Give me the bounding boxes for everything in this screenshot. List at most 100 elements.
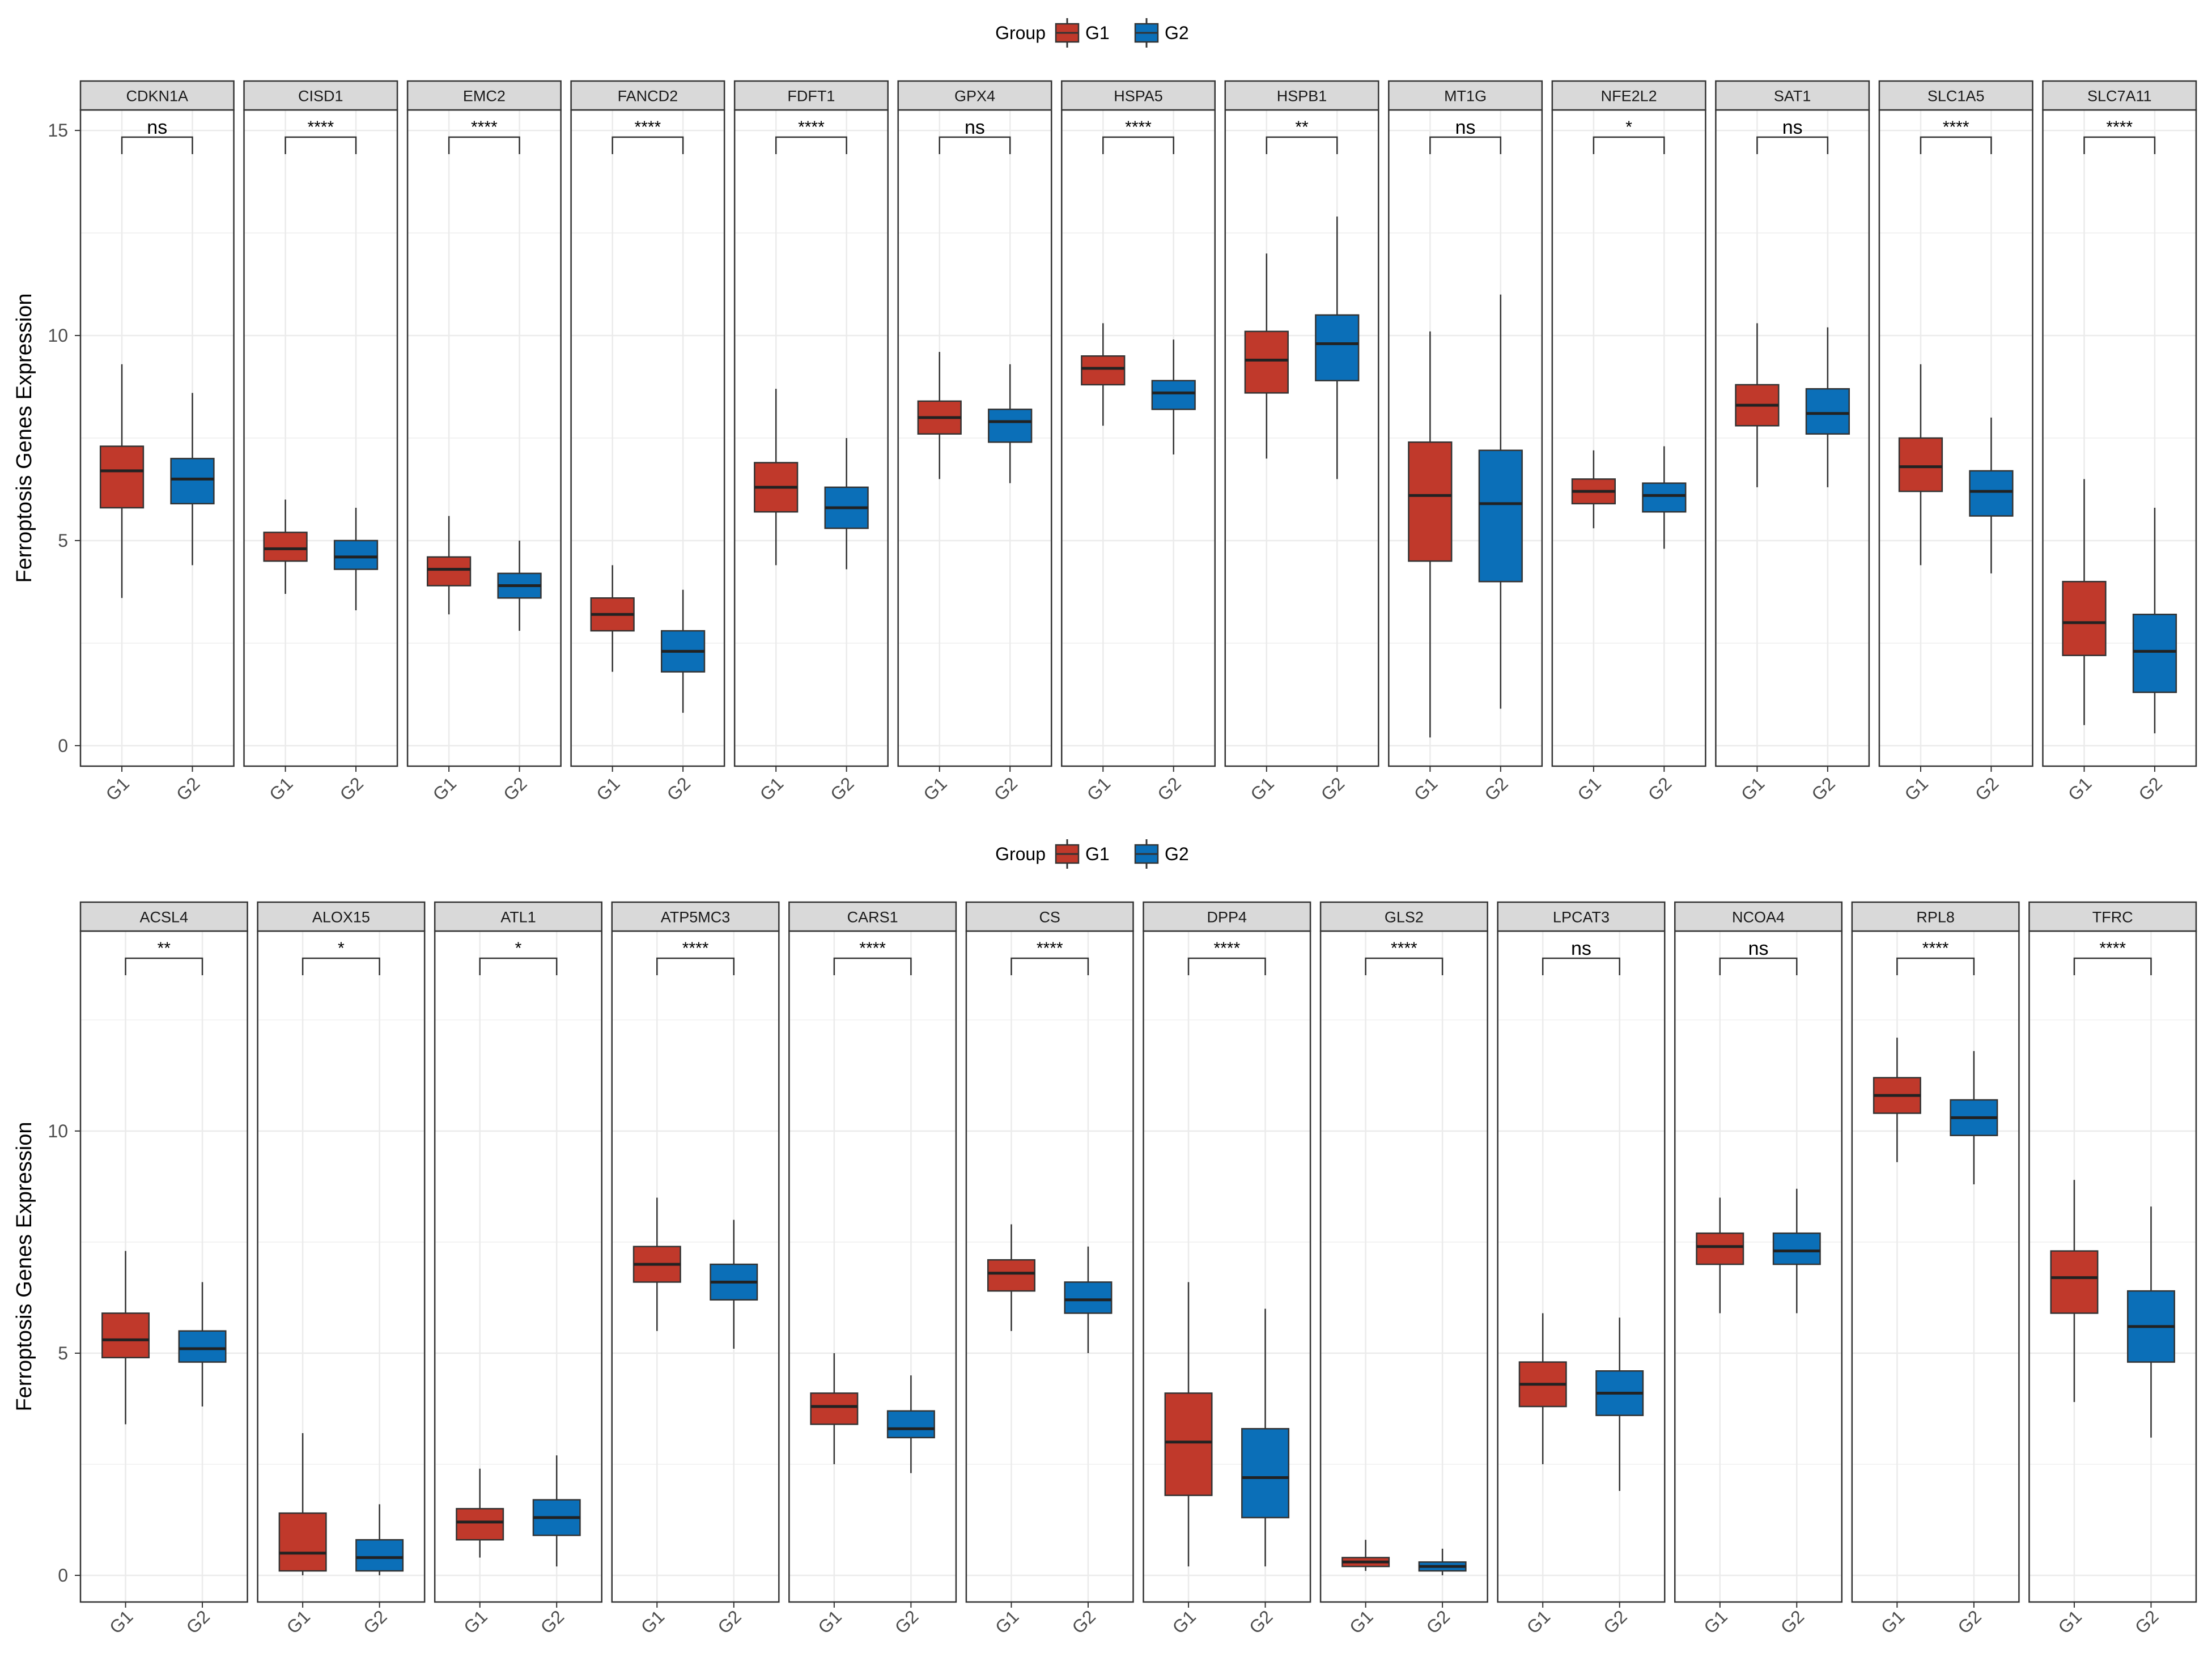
panel-background: [80, 931, 248, 1602]
x-tick-label: G2: [1777, 1606, 1808, 1638]
significance-label: *: [1625, 118, 1632, 137]
strip-label: FANCD2: [618, 88, 678, 105]
x-tick-label: G2: [1644, 773, 1676, 805]
box-g2: [333, 539, 379, 570]
panel-cs: **** CS G1 G2: [965, 901, 1134, 1638]
y-axis-label: Ferroptosis Genes Expression: [12, 293, 36, 583]
significance-bracket: ****: [656, 939, 735, 975]
strip-label: CARS1: [847, 909, 898, 926]
box-g1: [278, 1512, 327, 1572]
x-tick-label: G1: [1523, 1606, 1555, 1638]
significance-bracket: ****: [2083, 118, 2156, 154]
box-g2: [1151, 380, 1196, 410]
legend-label-g1: G1: [1085, 844, 1110, 864]
x-tick-label: G2: [663, 773, 695, 805]
panel-nfe2l2: * NFE2L2 G1 G2: [1551, 80, 1706, 805]
bracket-line: [1593, 136, 1665, 154]
box-g2: [1969, 470, 2014, 517]
x-tick-label: G2: [2134, 773, 2166, 805]
strip-label: GPX4: [954, 88, 995, 105]
strip-label: ACSL4: [140, 909, 189, 926]
strip-background: [1319, 901, 1488, 932]
bracket-line: [656, 957, 735, 975]
bracket-line: [2073, 957, 2152, 975]
significance-bracket: ****: [1896, 939, 1975, 975]
panel-cisd1: **** CISD1 G1 G2: [243, 80, 398, 805]
box-g1: [1164, 1392, 1213, 1497]
bracket-line: [302, 957, 380, 975]
x-tick-label: G1: [1083, 773, 1115, 805]
x-tick-label: G2: [1807, 773, 1839, 805]
legend-label-g2: G2: [1165, 23, 1189, 43]
strip-background: [1851, 901, 2020, 932]
significance-label: ****: [1943, 118, 1969, 137]
significance-bracket: **: [125, 939, 203, 975]
significance-bracket: *: [302, 939, 380, 975]
x-tick-label: G1: [1345, 1606, 1377, 1638]
x-tick-label: G2: [336, 773, 367, 805]
x-tick-label: G2: [1153, 773, 1185, 805]
bracket-line: [448, 136, 520, 154]
significance-bracket: *: [1593, 118, 1665, 154]
significance-bracket: ns: [1542, 938, 1620, 975]
strip-label: HSPA5: [1114, 88, 1163, 105]
bracket-line: [2083, 136, 2156, 154]
strip-background: [1060, 80, 1216, 111]
significance-label: ****: [1037, 939, 1063, 958]
legend-title: Group: [995, 844, 1046, 864]
box-g1: [1898, 437, 1943, 492]
strip-label: TFRC: [2092, 909, 2133, 926]
legend-title: Group: [995, 23, 1046, 43]
significance-bracket: ****: [1920, 118, 1992, 154]
panel-slc1a5: **** SLC1A5 G1 G2: [1878, 80, 2033, 805]
strip-label: ATL1: [500, 909, 536, 926]
strip-label: CISD1: [298, 88, 343, 105]
significance-label: ns: [1455, 117, 1476, 138]
panel-background: [1675, 931, 1842, 1602]
bracket-line: [121, 136, 193, 154]
strip-background: [1551, 80, 1706, 111]
bracket-line: [1896, 957, 1975, 975]
x-tick-label: G1: [592, 773, 624, 805]
y-tick-label: 5: [58, 1343, 68, 1363]
box-g1: [1408, 441, 1453, 562]
box-g1: [263, 532, 308, 562]
panel-gpx4: ns GPX4 G1 G2: [897, 80, 1052, 805]
strip-background: [1674, 901, 1843, 932]
box-g1: [2062, 581, 2107, 656]
x-tick-label: G1: [919, 773, 951, 805]
x-tick-label: G1: [101, 773, 133, 805]
significance-label: ****: [635, 118, 661, 137]
significance-label: ****: [307, 118, 334, 137]
strip-label: MT1G: [1444, 88, 1487, 105]
strip-background: [897, 80, 1052, 111]
box-g2: [170, 457, 215, 505]
significance-label: ****: [1922, 939, 1949, 958]
significance-bracket: ****: [833, 939, 912, 975]
significance-label: **: [158, 939, 171, 958]
box-g1: [810, 1392, 859, 1425]
x-tick-label: G2: [1954, 1606, 1985, 1638]
strip-label: EMC2: [463, 88, 506, 105]
panel-hspb1: ** HSPB1 G1 G2: [1224, 80, 1379, 805]
bracket-line: [1920, 136, 1992, 154]
box-g2: [886, 1410, 935, 1439]
strip-label: DPP4: [1207, 909, 1247, 926]
x-tick-label: G2: [1480, 773, 1512, 805]
x-tick-label: G1: [991, 1606, 1023, 1638]
panel-alox15: * ALOX15 G1 G2: [257, 901, 426, 1638]
strip-background: [788, 901, 957, 932]
significance-label: ****: [471, 118, 498, 137]
significance-label: ****: [859, 939, 886, 958]
panel-cars1: **** CARS1 G1 G2: [788, 901, 957, 1638]
strip-label: SAT1: [1774, 88, 1811, 105]
strip-background: [79, 901, 248, 932]
panel-gls2: **** GLS2 G1 G2: [1319, 901, 1488, 1638]
x-tick-label: G1: [429, 773, 461, 805]
x-tick-label: G2: [1317, 773, 1349, 805]
x-tick-label: G1: [283, 1606, 315, 1638]
significance-bracket: ****: [285, 118, 357, 154]
strip-background: [965, 901, 1134, 932]
legend-label-g1: G1: [1085, 23, 1110, 43]
x-tick-label: G2: [826, 773, 858, 805]
